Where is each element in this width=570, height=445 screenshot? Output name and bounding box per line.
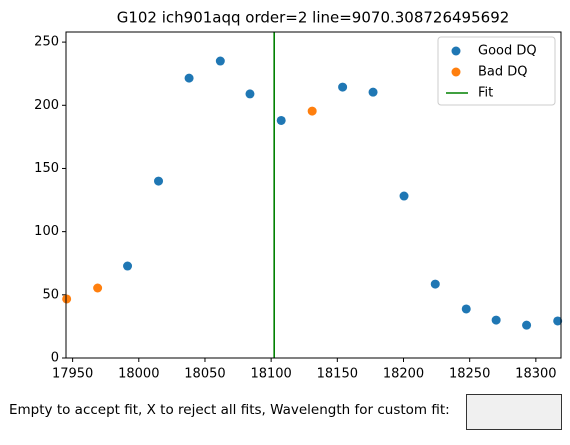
x-tick-label: 18200	[383, 367, 424, 382]
x-tick-label: 18050	[184, 367, 225, 382]
legend-box	[437, 36, 556, 106]
point	[245, 89, 255, 99]
point	[522, 320, 532, 330]
point	[276, 115, 286, 125]
legend-label: Good DQ	[478, 44, 537, 59]
point	[430, 279, 440, 289]
y-tick-label: 250	[34, 35, 59, 50]
chart: G102 ich901aqq order=2 line=9070.3087264…	[34, 9, 563, 382]
point	[491, 315, 501, 325]
point	[184, 73, 194, 83]
x-tick-label: 18250	[449, 367, 490, 382]
x-tick-label: 18000	[118, 367, 159, 382]
legend-label: Fit	[478, 86, 493, 101]
prompt: Empty to accept fit, X to reject all fit…	[9, 402, 450, 418]
point	[154, 176, 164, 186]
wavelength-input[interactable]	[466, 394, 562, 430]
y-tick-label: 100	[34, 224, 59, 239]
point	[461, 304, 471, 314]
x-tick-label: 17950	[52, 367, 93, 382]
y-tick-label: 150	[34, 161, 59, 176]
legend-marker	[451, 46, 461, 56]
point	[62, 294, 72, 304]
point	[338, 82, 348, 92]
x-tick-label: 18300	[515, 367, 556, 382]
point	[93, 283, 103, 293]
point	[307, 106, 317, 116]
y-tick-label: 200	[34, 98, 59, 113]
point	[399, 191, 409, 201]
chart-title: G102 ich901aqq order=2 line=9070.3087264…	[117, 9, 510, 27]
point	[368, 87, 378, 97]
y-tick-label: 0	[51, 351, 59, 366]
point	[215, 56, 225, 66]
y-tick-label: 50	[42, 287, 59, 302]
x-tick-label: 18100	[250, 367, 291, 382]
x-tick-label: 18150	[317, 367, 358, 382]
plot-frame	[65, 31, 562, 359]
point	[123, 261, 133, 271]
legend-label: Bad DQ	[478, 65, 528, 80]
point	[553, 316, 563, 326]
legend-marker	[451, 67, 461, 77]
